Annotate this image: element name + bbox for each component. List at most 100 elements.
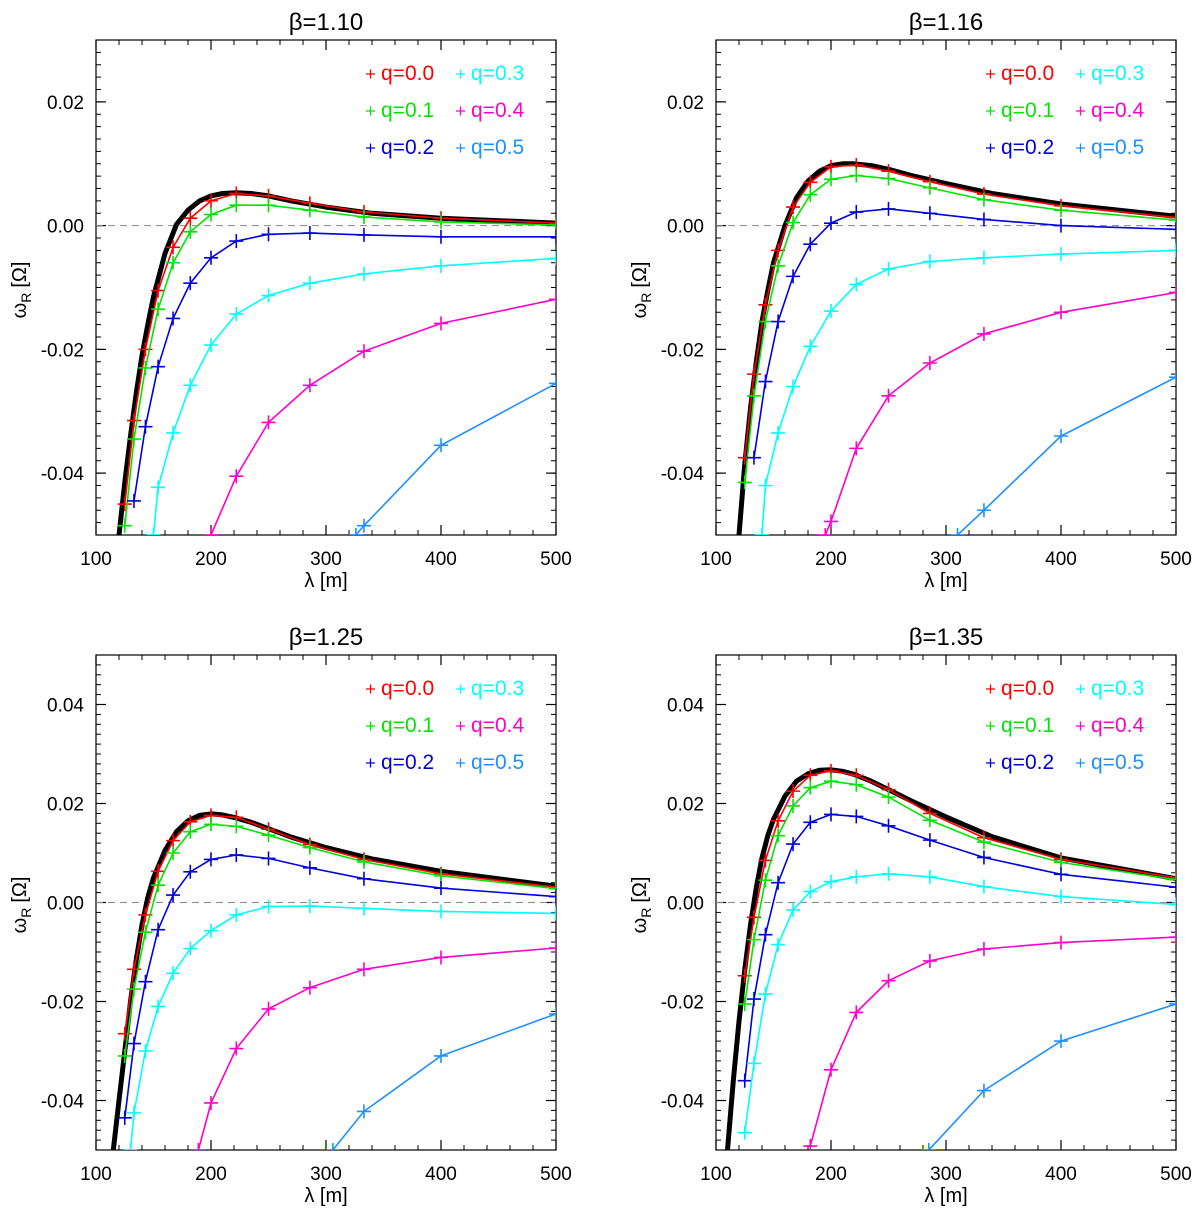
series-point-q5 bbox=[921, 1143, 936, 1150]
series-point-q2 bbox=[976, 850, 991, 865]
legend-label: q=0.0 bbox=[1001, 677, 1054, 700]
series-point-q3 bbox=[737, 1125, 752, 1140]
x-axis-label: λ [m] bbox=[304, 1185, 347, 1207]
series-point-q2 bbox=[922, 206, 937, 221]
y-axis-label-symbol: ω bbox=[629, 303, 651, 319]
series-point-q3 bbox=[166, 966, 181, 981]
series-point-q4 bbox=[229, 469, 244, 484]
series-point-q1 bbox=[849, 168, 864, 183]
series-point-q1 bbox=[183, 224, 198, 239]
plot-area: 100 200 300 400 500 -0.04 -0.02 0.00 0.02 0.04 q=0… bbox=[41, 654, 572, 1185]
y-axis-label-subscript: R bbox=[18, 293, 34, 303]
series-point-q3 bbox=[976, 879, 991, 894]
series-line-q3 bbox=[129, 905, 556, 1150]
legend-marker bbox=[1076, 758, 1085, 768]
series-point-q1 bbox=[126, 982, 141, 997]
series-point-q1 bbox=[434, 868, 448, 883]
legend-marker bbox=[456, 143, 465, 153]
series-point-q2 bbox=[302, 226, 317, 241]
x-tick-label: 300 bbox=[930, 1164, 962, 1185]
legend-marker bbox=[1076, 721, 1085, 731]
series-point-q0 bbox=[117, 497, 132, 512]
legend-label: q=0.3 bbox=[471, 62, 524, 85]
series-point-q2 bbox=[771, 314, 786, 329]
legend-marker bbox=[1076, 684, 1085, 694]
series-line-q2 bbox=[133, 232, 556, 502]
series-point-q0 bbox=[549, 880, 556, 895]
y-axis-label-unit: [Ω] bbox=[629, 262, 651, 288]
series-point-q3 bbox=[1054, 889, 1068, 904]
series-line-q1 bbox=[744, 174, 1176, 483]
series-point-q4 bbox=[191, 1143, 206, 1150]
series-point-q2 bbox=[261, 227, 276, 242]
series-point-q1 bbox=[183, 824, 198, 839]
series-point-q3 bbox=[166, 425, 181, 440]
series-point-q1 bbox=[758, 873, 773, 888]
series-point-q1 bbox=[302, 203, 317, 218]
legend-label: q=0.5 bbox=[1091, 136, 1144, 159]
series-point-q5 bbox=[1169, 370, 1176, 385]
legend-marker bbox=[456, 106, 465, 116]
x-axis-label: λ [m] bbox=[924, 1185, 967, 1207]
legend-marker bbox=[986, 721, 995, 731]
legend-label: q=0.2 bbox=[381, 751, 434, 774]
series-point-q1 bbox=[976, 835, 991, 850]
series-point-q2 bbox=[881, 818, 896, 833]
series-point-q2 bbox=[126, 493, 141, 508]
series-point-q4 bbox=[818, 528, 833, 535]
series-point-q2 bbox=[117, 1110, 132, 1125]
series-point-q4 bbox=[976, 942, 991, 957]
series-point-q4 bbox=[849, 1005, 864, 1020]
series-point-q1 bbox=[261, 198, 276, 213]
series-point-q1 bbox=[849, 777, 864, 792]
series-point-q0 bbox=[151, 283, 166, 298]
x-tick-label: 500 bbox=[1160, 549, 1192, 570]
series-point-q5 bbox=[1054, 1034, 1068, 1049]
series-point-q0 bbox=[824, 159, 838, 174]
series-point-q2 bbox=[771, 875, 786, 890]
panel-beta-1-35: β=1.35 λ [m] ωR [Ω] 100 200 300 400 500 -0.04 -… bbox=[629, 624, 1192, 1207]
y-tick-label: 0.02 bbox=[667, 795, 704, 816]
series-point-q3 bbox=[976, 250, 991, 265]
legend-marker bbox=[366, 143, 375, 153]
series-line-q5 bbox=[928, 1003, 1176, 1150]
x-tick-label: 300 bbox=[310, 549, 342, 570]
series-point-q0 bbox=[549, 216, 556, 231]
series-point-q0 bbox=[758, 853, 773, 868]
series-point-q5 bbox=[1054, 429, 1068, 443]
series-point-q1 bbox=[824, 172, 838, 187]
series-point-q4 bbox=[261, 415, 276, 430]
x-tick-label: 400 bbox=[425, 549, 457, 570]
series-point-q0 bbox=[746, 367, 761, 382]
series-point-q0 bbox=[1169, 210, 1176, 225]
series-point-q3 bbox=[138, 1044, 153, 1058]
y-tick-label: 0.02 bbox=[47, 795, 84, 816]
series-point-q1 bbox=[786, 798, 801, 813]
series-point-q3 bbox=[151, 999, 166, 1014]
series-point-q0 bbox=[166, 833, 181, 848]
series-point-q3 bbox=[881, 261, 896, 276]
y-tick-label: -0.02 bbox=[661, 993, 704, 1014]
legend-marker bbox=[456, 721, 465, 731]
y-tick-label: -0.04 bbox=[41, 1092, 85, 1113]
x-tick-label: 200 bbox=[815, 1164, 847, 1185]
series-point-q3 bbox=[758, 478, 773, 493]
legend-label: q=0.0 bbox=[1001, 62, 1054, 85]
series-point-q2 bbox=[183, 276, 198, 291]
legend-label: q=0.3 bbox=[1091, 62, 1144, 85]
series-point-q2 bbox=[922, 833, 937, 848]
y-tick-label: 0.04 bbox=[667, 696, 704, 717]
x-tick-label: 500 bbox=[540, 549, 572, 570]
series-point-q5 bbox=[356, 1104, 371, 1119]
series-point-q3 bbox=[434, 904, 448, 919]
series-point-q2 bbox=[786, 837, 801, 852]
series-point-q3 bbox=[786, 379, 801, 394]
series-line-q3 bbox=[744, 872, 1176, 1133]
series-point-q1 bbox=[229, 198, 244, 213]
legend-label: q=0.3 bbox=[471, 677, 524, 700]
series-point-q4 bbox=[204, 1095, 218, 1110]
series-point-q4 bbox=[229, 1041, 244, 1056]
series-point-q2 bbox=[1054, 218, 1068, 233]
series-line-q3 bbox=[152, 257, 556, 535]
series-point-q5 bbox=[434, 438, 448, 453]
